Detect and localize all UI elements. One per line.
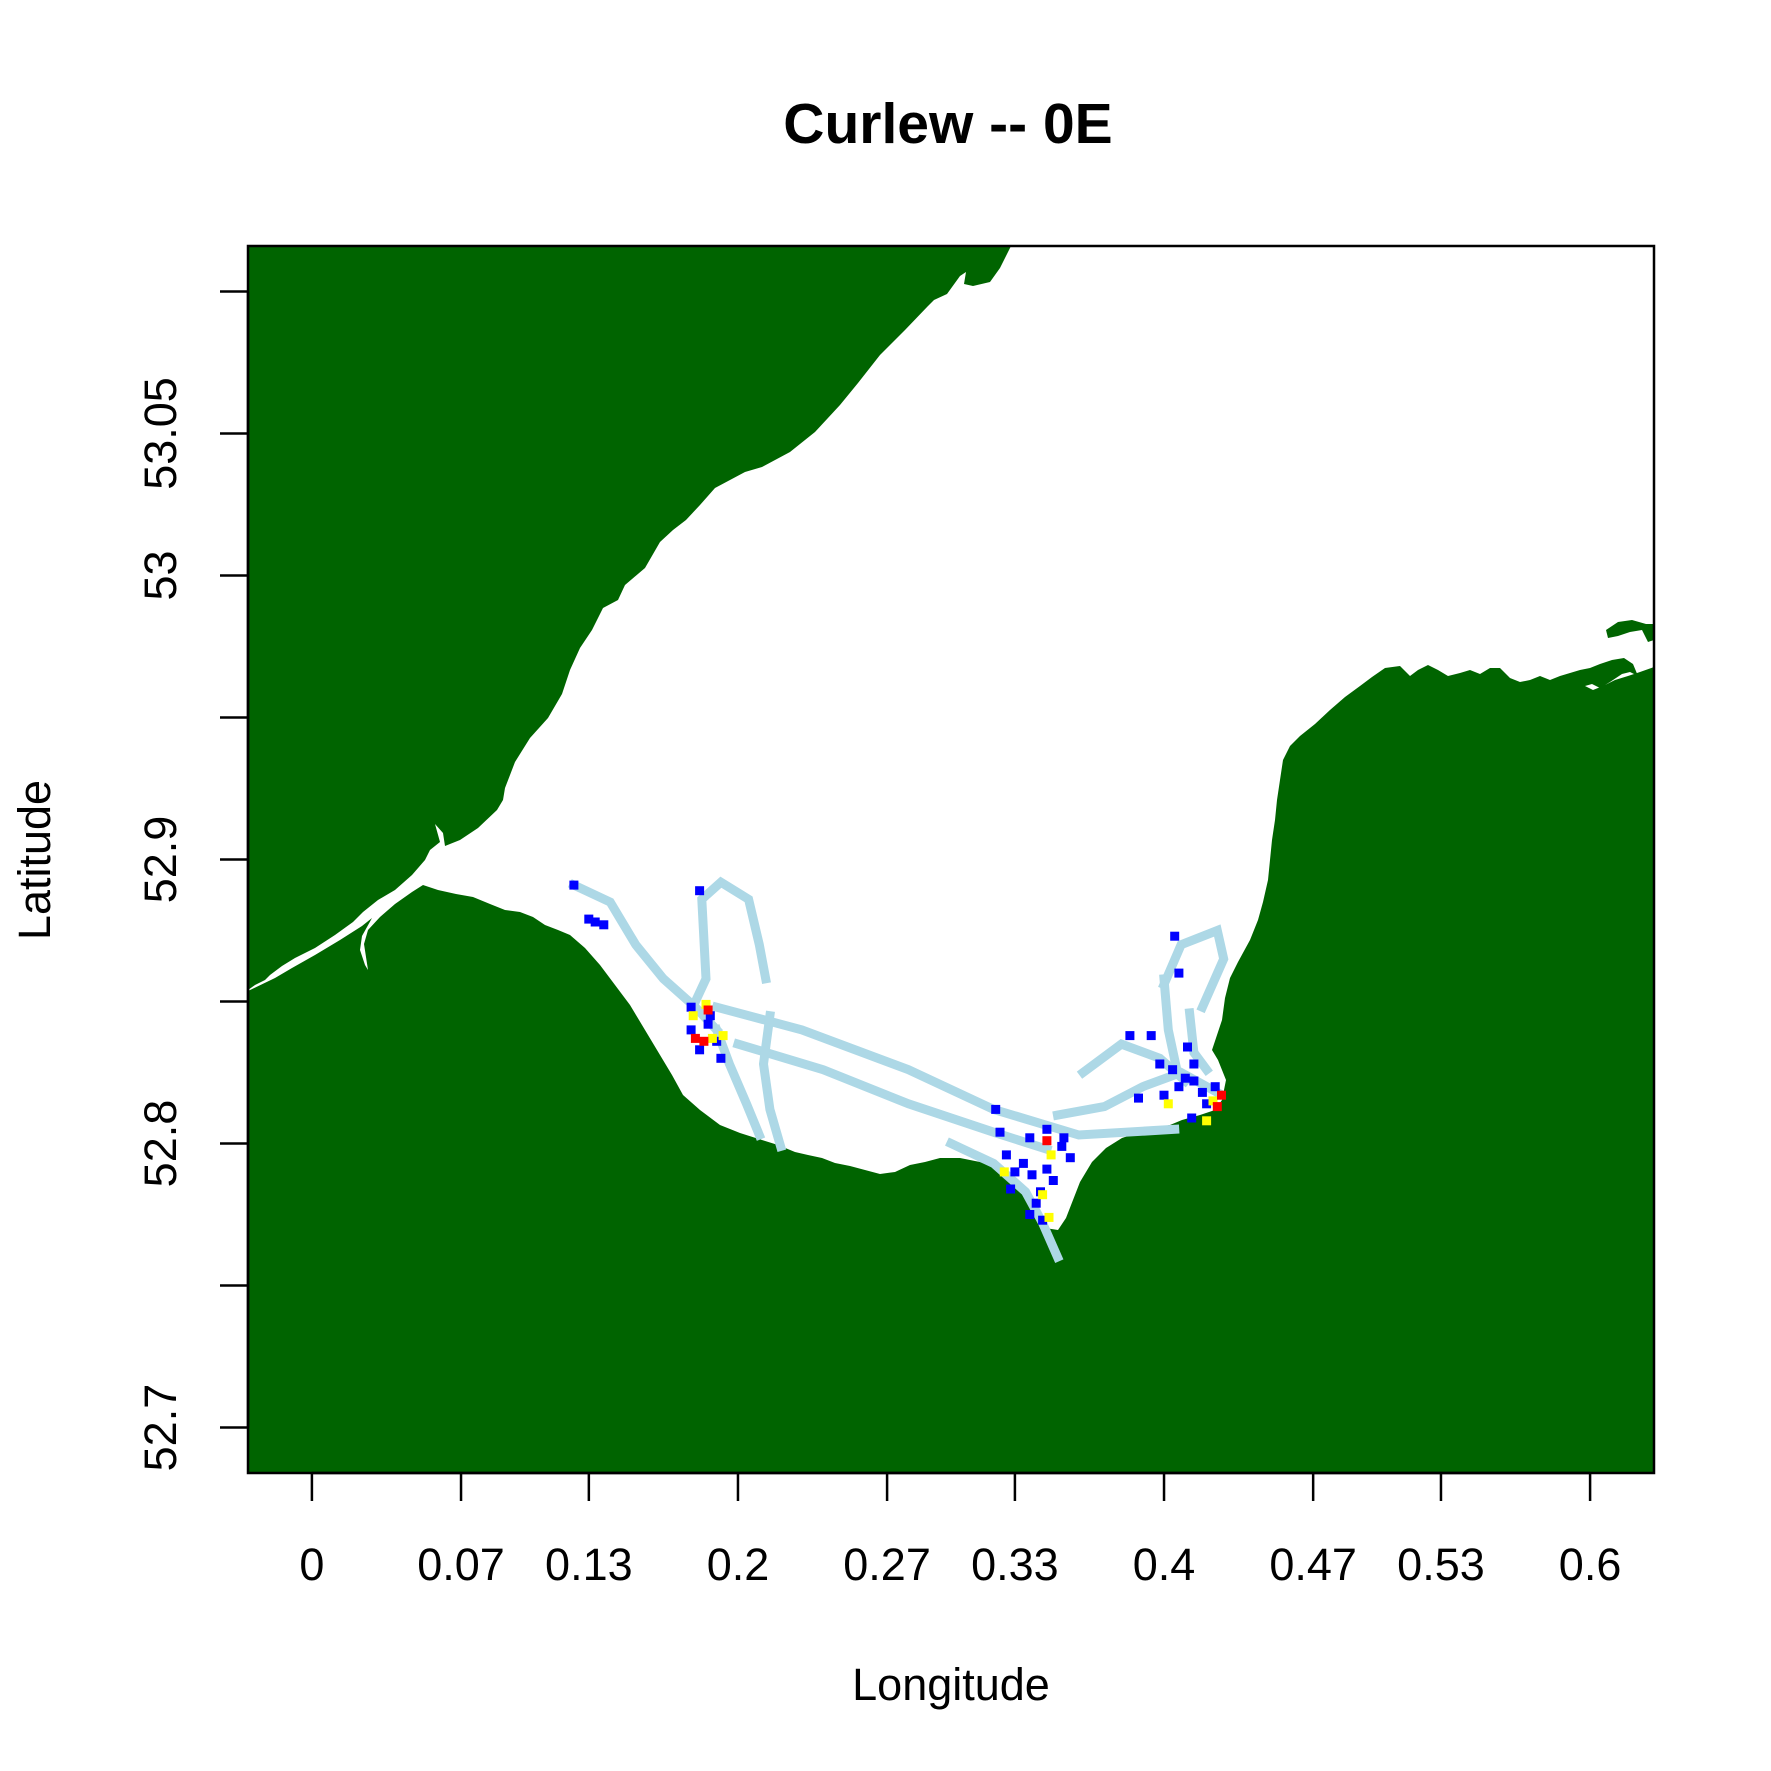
y-tick-label: 52.7: [135, 1384, 186, 1472]
heat-cell-high: [718, 1031, 728, 1041]
heat-cell-medium: [716, 1053, 726, 1063]
y-axis: 52.7 52.8 52.9 53 53.05: [135, 290, 250, 1472]
heat-cell-medium: [1025, 1133, 1035, 1143]
heat-cell-very_high: [1212, 1102, 1222, 1112]
land-mass-south: [248, 658, 1654, 1473]
heat-cell-high: [1044, 1212, 1054, 1222]
x-tick-label: 0.4: [1133, 1539, 1196, 1590]
heat-cell-medium: [686, 1025, 696, 1035]
heat-track-low: [758, 1010, 787, 1152]
heat-cell-high: [1163, 1099, 1173, 1109]
heat-cell-very_high: [703, 1005, 713, 1015]
heat-cell-very_high: [1217, 1090, 1226, 1100]
heat-track-low: [567, 879, 724, 1037]
heat-cell-medium: [1018, 1158, 1028, 1168]
heat-cell-high: [688, 1011, 698, 1021]
heat-cell-high: [707, 1033, 717, 1043]
heat-cell-medium: [1197, 1087, 1207, 1097]
y-tick-label: 52.8: [135, 1100, 186, 1188]
y-tick-label: 53.05: [135, 377, 186, 490]
heat-cell-medium: [1065, 1153, 1075, 1163]
heat-cell-medium: [1025, 1210, 1035, 1219]
heat-cell-medium: [695, 1045, 705, 1055]
heat-cell-medium: [590, 917, 600, 927]
heat-cell-very_high: [1042, 1136, 1052, 1146]
heat-track-low: [710, 1024, 766, 1141]
heat-cell-high: [1208, 1096, 1218, 1106]
x-tick-label: 0.27: [843, 1539, 931, 1590]
chart-title: Curlew -- 0E: [783, 92, 1112, 156]
x-tick-label: 0.47: [1269, 1539, 1357, 1590]
heat-cell-medium: [1183, 1042, 1192, 1052]
heat-cell-medium: [1001, 1150, 1011, 1160]
y-axis-label: Latitude: [9, 780, 60, 940]
heat-cell-medium: [1038, 1215, 1048, 1225]
heat-cell-medium: [1134, 1093, 1143, 1103]
heat-cell-high: [999, 1167, 1009, 1177]
x-tick-label: 0.13: [545, 1539, 633, 1590]
heat-cell-medium: [1189, 1076, 1199, 1086]
heat-cell-very_high: [690, 1033, 700, 1043]
heat-cell-medium: [1010, 1167, 1020, 1177]
y-tick-label: 52.9: [135, 816, 186, 904]
heat-track-low: [1158, 924, 1229, 1014]
x-tick-label: 0.33: [971, 1539, 1059, 1590]
heat-track-low: [945, 1137, 1064, 1264]
x-tick-label: 0.07: [417, 1539, 505, 1590]
heat-cell-high: [1046, 1150, 1056, 1160]
heat-cell-medium: [686, 1002, 696, 1012]
heat-track-low: [1159, 973, 1183, 1076]
heat-track-low: [689, 876, 771, 1008]
x-tick-label: 0.53: [1397, 1539, 1485, 1590]
land-mass-east-spit: [1606, 620, 1654, 642]
heat-cell-medium: [1168, 1065, 1178, 1075]
heat-cell-medium: [1031, 1198, 1041, 1208]
heat-cell-medium: [1202, 1099, 1212, 1109]
heat-cell-medium: [1189, 1059, 1199, 1069]
heat-cell-medium: [1180, 1073, 1190, 1083]
heat-cell-medium: [1159, 1090, 1169, 1100]
x-tick-label: 0: [299, 1539, 324, 1590]
plot-area: [248, 246, 1654, 1473]
heat-cell-medium: [569, 880, 579, 890]
heat-cell-medium: [695, 886, 705, 896]
x-tick-label: 0.2: [707, 1539, 770, 1590]
heat-cell-medium: [1170, 931, 1180, 941]
heat-cell-medium: [1059, 1133, 1069, 1143]
x-axis-label: Longitude: [852, 1659, 1050, 1710]
heat-cell-medium: [599, 920, 609, 930]
heat-cell-medium: [1155, 1059, 1165, 1069]
heat-track-low: [1184, 1007, 1213, 1076]
heat-cell-medium: [995, 1127, 1005, 1137]
heat-cell-medium: [1006, 1184, 1016, 1194]
heat-cell-high: [1202, 1116, 1212, 1126]
heat-cell-medium: [1042, 1124, 1052, 1134]
y-tick-label: 53: [135, 550, 186, 600]
heat-cell-medium: [1146, 1031, 1156, 1041]
heat-cell-high: [701, 999, 711, 1009]
heat-cell-medium: [1027, 1170, 1037, 1180]
heat-cell-medium: [1042, 1164, 1052, 1174]
heat-track-low: [711, 1001, 1180, 1140]
heat-cell-medium: [1048, 1176, 1058, 1185]
heat-cells-layer: [567, 876, 1229, 1264]
heat-cell-high: [1038, 1190, 1048, 1200]
x-tick-label: 0.6: [1559, 1539, 1622, 1590]
heat-cell-medium: [1174, 968, 1184, 978]
heat-cell-medium: [1187, 1113, 1197, 1123]
heat-cell-medium: [1174, 1082, 1184, 1092]
x-axis: 0 0.07 0.13 0.2 0.27 0.33 0.4 0.47 0.53 0.6: [299, 1471, 1622, 1590]
heat-track-low: [732, 1038, 1053, 1155]
heat-cell-medium: [703, 1019, 713, 1029]
heat-cell-medium: [991, 1104, 1001, 1114]
heat-cell-medium: [1057, 1141, 1067, 1151]
land-mass-northwest: [248, 246, 1011, 990]
heat-cell-medium: [1125, 1031, 1135, 1041]
heat-cell-medium: [584, 914, 594, 924]
heat-cell-very_high: [699, 1036, 709, 1046]
heat-cell-medium: [1210, 1082, 1220, 1092]
heat-cell-medium: [705, 1011, 715, 1021]
